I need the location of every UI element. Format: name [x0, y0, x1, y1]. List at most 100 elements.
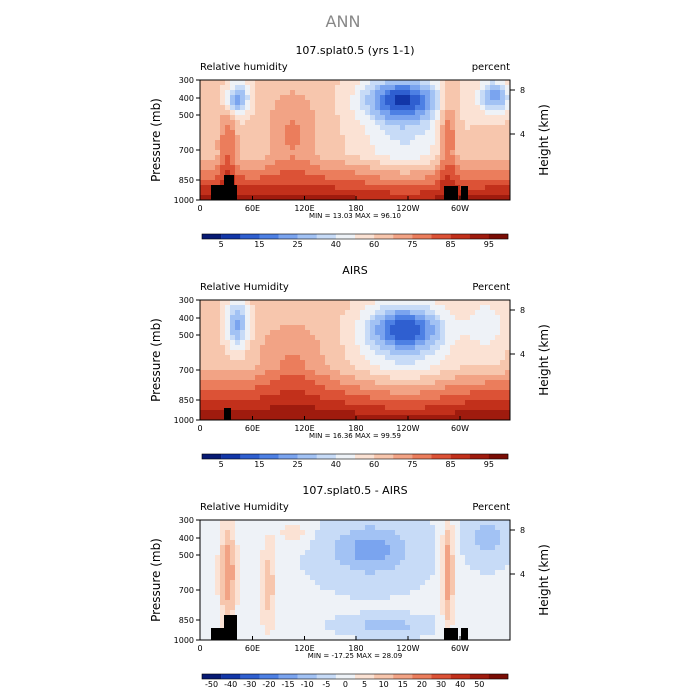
field-cell	[425, 195, 431, 201]
field-cell	[400, 565, 406, 571]
field-cell	[230, 410, 236, 416]
field-cell	[465, 400, 471, 406]
field-cell	[270, 160, 276, 166]
field-cell	[485, 180, 491, 186]
field-cell	[275, 300, 281, 306]
field-cell	[370, 305, 376, 311]
field-cell	[370, 335, 376, 341]
field-cell	[365, 405, 371, 411]
field-cell	[490, 110, 496, 116]
field-cell	[420, 335, 426, 341]
field-cell	[320, 630, 326, 636]
field-cell	[295, 595, 301, 601]
field-cell	[245, 195, 251, 201]
field-cell	[285, 115, 291, 121]
field-cell	[430, 315, 436, 321]
field-cell	[385, 125, 391, 131]
field-cell	[450, 300, 456, 306]
field-cell	[440, 375, 446, 381]
field-cell	[335, 575, 341, 581]
x-tick-label: 120W	[396, 204, 419, 213]
field-cell	[450, 615, 456, 621]
field-cell	[280, 585, 286, 591]
field-cell	[380, 550, 386, 556]
field-cell	[390, 145, 396, 151]
field-cell	[260, 375, 266, 381]
field-cell	[230, 305, 236, 311]
field-cell	[500, 185, 506, 191]
field-cell	[505, 315, 511, 321]
height-tick-label: 4	[520, 570, 525, 579]
field-cell	[495, 135, 501, 141]
field-cell	[480, 340, 486, 346]
field-cell	[295, 580, 301, 586]
field-cell	[400, 105, 406, 111]
field-cell	[275, 305, 281, 311]
field-cell	[325, 150, 331, 156]
field-cell	[485, 345, 491, 351]
field-cell	[465, 600, 471, 606]
field-cell	[345, 90, 351, 96]
field-cell	[435, 180, 441, 186]
field-cell	[465, 520, 471, 526]
field-cell	[215, 600, 221, 606]
field-cell	[275, 380, 281, 386]
field-cell	[500, 565, 506, 571]
field-cell	[405, 535, 411, 541]
field-cell	[460, 310, 466, 316]
field-cell	[345, 355, 351, 361]
field-cell	[280, 550, 286, 556]
field-cell	[325, 355, 331, 361]
field-cell	[405, 185, 411, 191]
field-cell	[425, 345, 431, 351]
field-cell	[385, 380, 391, 386]
colorbar-label: 15	[254, 460, 264, 469]
field-cell	[405, 130, 411, 136]
field-cell	[415, 385, 421, 391]
field-cell	[475, 180, 481, 186]
field-cell	[270, 550, 276, 556]
field-cell	[305, 300, 311, 306]
field-cell	[335, 530, 341, 536]
colorbar-label: 50	[474, 680, 484, 689]
field-cell	[265, 190, 271, 196]
field-cell	[380, 115, 386, 121]
field-cell	[385, 135, 391, 141]
field-cell	[275, 95, 281, 101]
right-axis-title: Height (km)	[537, 544, 551, 615]
field-cell	[490, 570, 496, 576]
field-cell	[235, 400, 241, 406]
field-cell	[220, 110, 226, 116]
field-cell	[505, 555, 511, 561]
field-cell	[320, 160, 326, 166]
field-cell	[210, 140, 216, 146]
field-cell	[335, 560, 341, 566]
field-cell	[485, 320, 491, 326]
field-cell	[350, 385, 356, 391]
field-cell	[450, 140, 456, 146]
field-cell	[265, 330, 271, 336]
field-cell	[410, 580, 416, 586]
field-cell	[305, 575, 311, 581]
field-cell	[220, 165, 226, 171]
field-cell	[505, 190, 511, 196]
field-cell	[395, 535, 401, 541]
field-cell	[410, 375, 416, 381]
field-cell	[430, 405, 436, 411]
field-cell	[300, 165, 306, 171]
field-cell	[500, 190, 506, 196]
field-cell	[465, 365, 471, 371]
field-cell	[310, 605, 316, 611]
field-cell	[265, 575, 271, 581]
field-cell	[415, 605, 421, 611]
field-cell	[440, 385, 446, 391]
field-cell	[405, 315, 411, 321]
field-cell	[300, 325, 306, 331]
field-cell	[270, 390, 276, 396]
colorbar-frame	[201, 453, 509, 460]
field-cell	[225, 300, 231, 306]
field-cell	[220, 540, 226, 546]
field-cell	[505, 145, 511, 151]
field-cell	[225, 545, 231, 551]
field-cell	[235, 310, 241, 316]
